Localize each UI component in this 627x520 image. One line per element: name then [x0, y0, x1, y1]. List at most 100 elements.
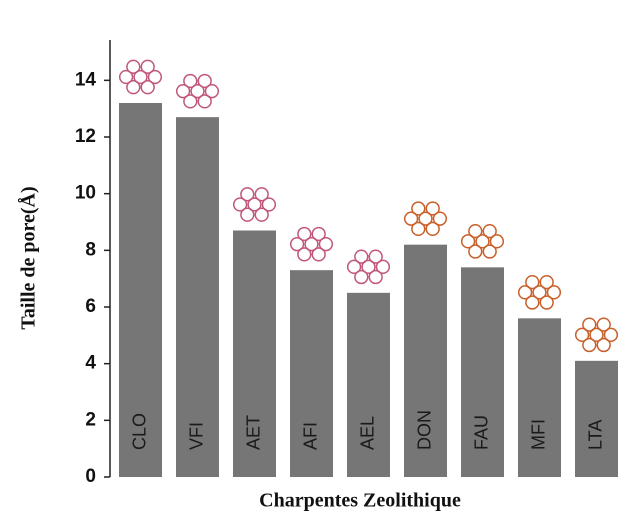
framework-ring [368, 269, 383, 285]
bar [233, 230, 276, 477]
y-tick-label: 4 [85, 353, 96, 374]
framework-ring [375, 259, 391, 274]
category-label: VFI [186, 422, 206, 450]
framework-ring [425, 221, 440, 237]
framework-ring [254, 187, 269, 202]
y-tick-label: 12 [75, 126, 96, 147]
framework-ring [603, 327, 619, 342]
framework-icon [346, 249, 391, 285]
framework-ring [368, 249, 383, 264]
framework-ring [346, 259, 362, 274]
category-label: AET [243, 415, 263, 450]
y-tick-label: 6 [85, 296, 96, 317]
y-tick-label: 0 [85, 466, 96, 487]
x-axis-title: Charpentes Zeolithique [259, 490, 461, 512]
framework-ring [190, 84, 205, 99]
framework-ring [183, 94, 198, 109]
category-label: FAU [471, 415, 491, 450]
framework-ring [311, 247, 326, 262]
framework-ring [261, 197, 277, 212]
bar [347, 292, 390, 477]
framework-ring [304, 237, 319, 252]
y-tick-label: 2 [85, 409, 96, 430]
framework-ring [254, 207, 269, 222]
bar [518, 318, 561, 477]
framework-icon [175, 73, 220, 109]
framework-ring [525, 274, 540, 290]
y-axis-title: Taille de pore(Å) [17, 186, 40, 329]
y-tick-label: 8 [85, 239, 96, 260]
category-label: MFI [528, 419, 548, 450]
framework-ring [240, 187, 255, 202]
framework-ring [247, 197, 262, 212]
framework-ring [183, 73, 198, 89]
bar [176, 117, 219, 478]
category-label: LTA [585, 420, 605, 450]
framework-ring [289, 237, 305, 252]
framework-ring [539, 295, 554, 310]
framework-icon [403, 201, 448, 237]
framework-ring [596, 317, 611, 332]
framework-ring [354, 249, 369, 264]
framework-ring [240, 207, 255, 222]
framework-ring [418, 211, 433, 226]
framework-ring [126, 59, 141, 74]
framework-ring [140, 59, 155, 74]
framework-ring [596, 337, 611, 353]
framework-ring [468, 244, 483, 259]
framework-ring [147, 69, 163, 85]
framework-ring [482, 223, 497, 239]
framework-ring [197, 94, 212, 109]
framework-ring [460, 234, 476, 249]
framework-ring [517, 285, 533, 300]
framework-ring [175, 84, 191, 99]
framework-ring [589, 327, 604, 342]
framework-ring [361, 259, 376, 274]
framework-icon [574, 317, 619, 353]
framework-ring [297, 247, 312, 262]
framework-ring [525, 295, 540, 310]
category-label: AFI [300, 422, 320, 450]
framework-ring [232, 197, 248, 212]
framework-ring [140, 80, 155, 95]
framework-ring [475, 234, 490, 249]
framework-ring [126, 80, 141, 95]
framework-ring [197, 73, 212, 89]
framework-ring [318, 237, 334, 252]
category-label: AEL [357, 416, 377, 450]
framework-ring [354, 269, 369, 285]
bar [404, 244, 447, 477]
framework-icon [232, 187, 277, 222]
y-tick-label: 10 [75, 183, 96, 204]
y-tick-label: 14 [75, 69, 97, 90]
framework-ring [582, 317, 597, 332]
framework-ring [468, 223, 483, 239]
bar [461, 267, 504, 477]
framework-ring [539, 274, 554, 290]
framework-ring [204, 84, 220, 99]
bar [290, 270, 333, 477]
category-label: DON [414, 410, 434, 450]
framework-ring [574, 327, 590, 342]
framework-ring [582, 337, 597, 353]
category-label: CLO [129, 413, 149, 450]
framework-ring [482, 244, 497, 259]
framework-ring [489, 234, 505, 249]
framework-ring [432, 211, 448, 226]
framework-ring [411, 201, 426, 216]
framework-ring [297, 226, 312, 242]
framework-ring [532, 285, 547, 300]
framework-ring [311, 226, 326, 242]
framework-ring [411, 221, 426, 237]
framework-ring [118, 69, 134, 85]
framework-icon [118, 59, 163, 95]
framework-ring [133, 69, 148, 85]
framework-ring [425, 201, 440, 216]
framework-icon [289, 226, 334, 262]
framework-ring [546, 285, 562, 300]
bar [575, 360, 618, 477]
framework-icon [460, 223, 505, 259]
framework-icon [517, 274, 562, 310]
framework-ring [403, 211, 419, 226]
